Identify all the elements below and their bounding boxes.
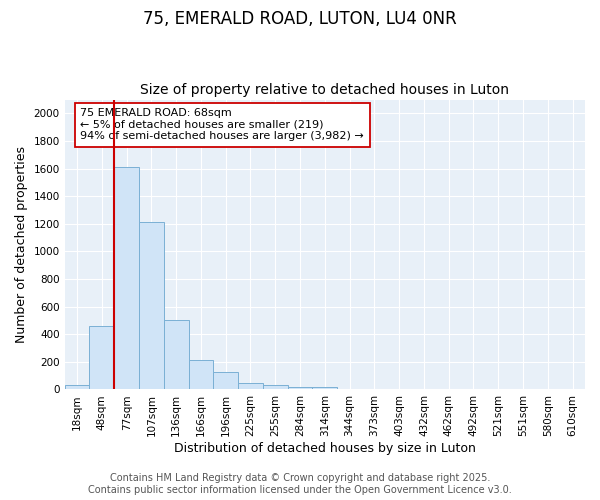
Bar [214,372,238,390]
Bar [313,388,337,390]
Bar [89,326,114,390]
Text: Contains HM Land Registry data © Crown copyright and database right 2025.
Contai: Contains HM Land Registry data © Crown c… [88,474,512,495]
Bar [238,382,263,390]
Title: Size of property relative to detached houses in Luton: Size of property relative to detached ho… [140,83,509,97]
Text: 75, EMERALD ROAD, LUTON, LU4 0NR: 75, EMERALD ROAD, LUTON, LU4 0NR [143,10,457,28]
X-axis label: Distribution of detached houses by size in Luton: Distribution of detached houses by size … [174,442,476,455]
Bar [65,386,89,390]
Bar [164,320,188,390]
Bar [263,386,287,390]
Bar [287,386,313,390]
Bar [188,360,214,390]
Text: 75 EMERALD ROAD: 68sqm
← 5% of detached houses are smaller (219)
94% of semi-det: 75 EMERALD ROAD: 68sqm ← 5% of detached … [80,108,364,142]
Bar [139,222,164,390]
Bar [114,167,139,390]
Y-axis label: Number of detached properties: Number of detached properties [15,146,28,343]
